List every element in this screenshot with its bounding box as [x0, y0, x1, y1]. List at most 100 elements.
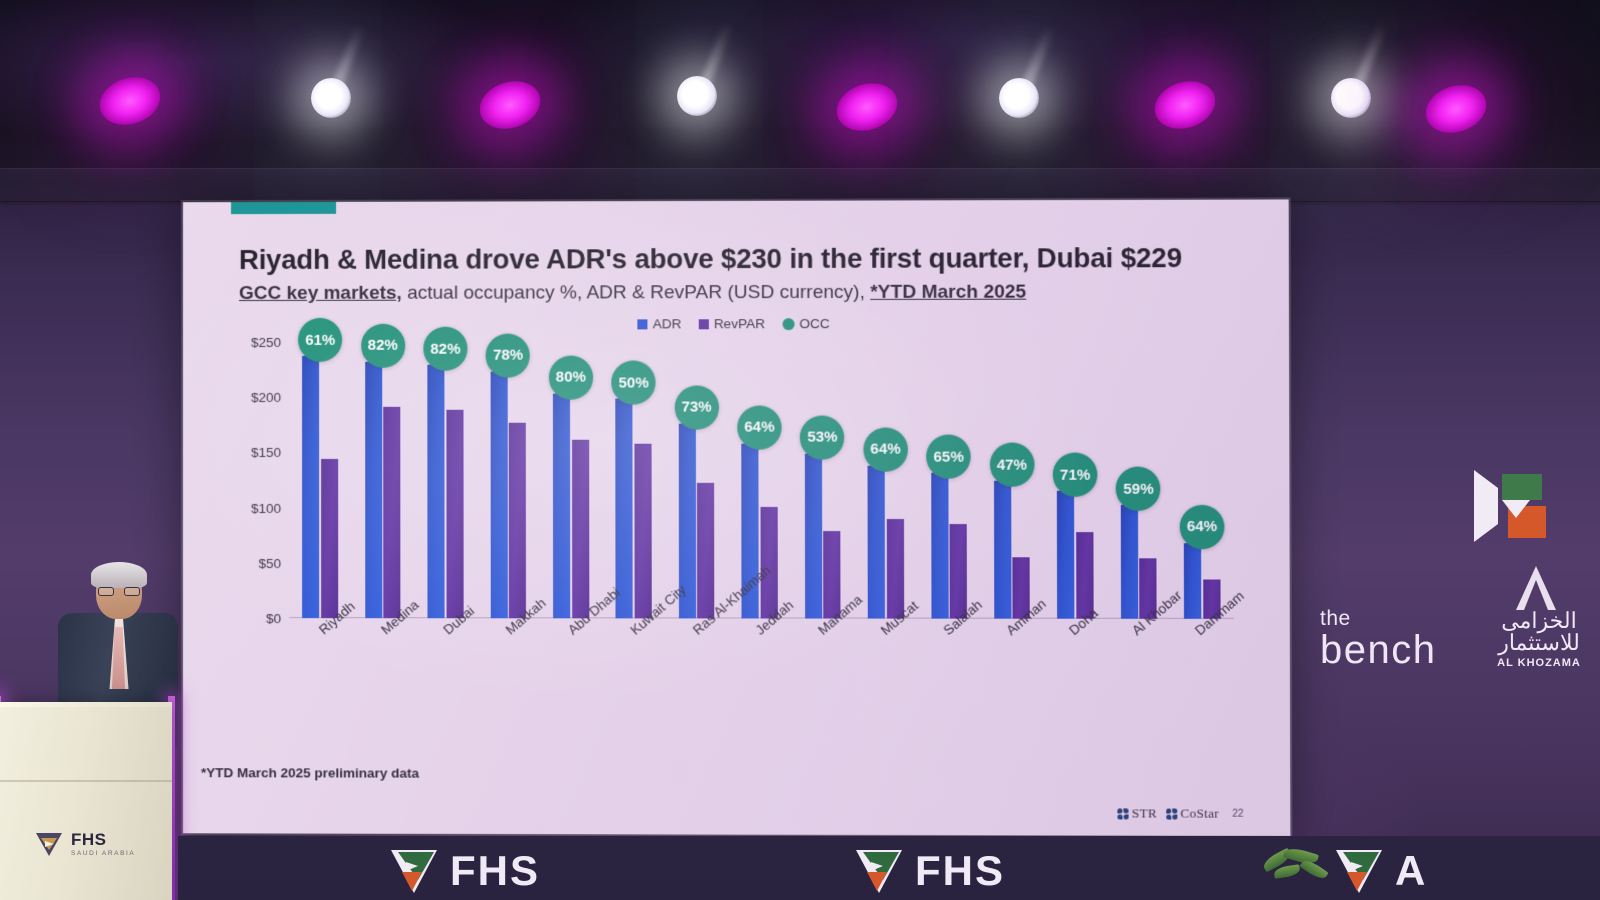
fhs-triangle-mark-icon — [853, 846, 905, 896]
banner-logo-3: A — [1333, 846, 1427, 896]
bar-adr[interactable] — [930, 473, 949, 619]
y-tick-label: $0 — [266, 610, 282, 626]
bar-adr[interactable] — [1120, 505, 1139, 619]
occ-bubble: 47% — [989, 442, 1035, 487]
podium-fhs-logo: FHS SAUDI ARABIA — [34, 830, 135, 858]
bar-adr[interactable] — [302, 356, 320, 619]
x-axis-labels: Riyadh Medina Dubai Makkah Abu Dhabi Kuwait C… — [289, 563, 1247, 718]
bar-adr[interactable] — [867, 465, 886, 619]
slide-page-number: 22 — [1232, 808, 1244, 820]
bar-revpar[interactable] — [634, 443, 652, 619]
bar-adr[interactable] — [427, 364, 445, 619]
costar-pinwheel-icon — [1166, 807, 1178, 820]
banner-fhs-logo-1: FHS — [388, 846, 540, 896]
bar-revpar[interactable] — [446, 410, 464, 619]
white-spotlight-icon — [311, 78, 351, 118]
the-bench-line1: the — [1320, 607, 1351, 630]
lighting-truss — [0, 168, 1600, 202]
sponsor-the-bench-logo: the bench — [1320, 608, 1436, 671]
banner-fhs-text-2: FHS — [915, 847, 1005, 894]
occ-bubble: 53% — [800, 415, 845, 460]
bar-group: 80% — [539, 341, 602, 619]
costar-logo: CoStar — [1166, 805, 1219, 821]
bar-group: 59% — [1106, 341, 1170, 619]
slide-subtitle-emphasis-2: *YTD March 2025 — [870, 281, 1027, 303]
str-pinwheel-icon — [1117, 807, 1129, 819]
speaker-hair — [91, 562, 147, 588]
fhs-triangle-mark-icon — [388, 846, 440, 896]
bar-revpar[interactable] — [383, 406, 401, 619]
fhs-triangle-mark-icon — [1333, 846, 1385, 896]
the-bench-line2: bench — [1320, 628, 1437, 672]
costar-logo-text: CoStar — [1180, 805, 1219, 821]
legend-item-adr: ADR — [637, 316, 682, 331]
legend-label: RevPAR — [713, 316, 765, 332]
bar-group: 64% — [1170, 341, 1234, 619]
occ-bubble: 61% — [298, 318, 343, 363]
slide-subtitle-middle: actual occupancy %, ADR & RevPAR (USD cu… — [401, 281, 871, 304]
bar-group: 61% — [289, 318, 352, 619]
banner-fhs-text-1: FHS — [450, 847, 540, 894]
bar-revpar[interactable] — [508, 422, 527, 619]
bar-adr[interactable] — [1183, 543, 1202, 619]
fhs-logo-secondary: SAUDI ARABIA — [71, 849, 136, 857]
bar-group: 82% — [414, 326, 477, 619]
bar-adr[interactable] — [553, 393, 571, 619]
occ-bubble: 80% — [548, 355, 593, 400]
occ-bubble: 82% — [360, 323, 405, 368]
white-spotlight-icon — [999, 78, 1039, 118]
white-spotlight-icon — [1331, 78, 1371, 118]
white-spotlight-icon — [677, 76, 717, 116]
bar-group: 53% — [791, 341, 854, 619]
legend-label: OCC — [799, 316, 830, 332]
legend-swatch-revpar-icon — [698, 318, 709, 329]
bar-adr[interactable] — [804, 453, 822, 619]
podium-surface — [0, 702, 172, 707]
speaker-tie — [112, 627, 125, 689]
occ-bubble: 50% — [611, 360, 656, 406]
y-tick-label: $150 — [250, 444, 282, 460]
occ-bubble: 65% — [926, 434, 971, 480]
bar-revpar[interactable] — [321, 458, 339, 619]
slide-subtitle-emphasis-1: GCC key markets, — [239, 282, 402, 305]
podium: FHS SAUDI ARABIA — [0, 702, 172, 900]
y-tick-label: $50 — [258, 555, 282, 571]
slide-subtitle: GCC key markets, actual occupancy %, ADR… — [239, 281, 1257, 305]
str-logo: STR — [1117, 805, 1157, 821]
chart-legend: ADR RevPAR OCC — [183, 315, 1289, 332]
y-tick-label: $250 — [250, 334, 282, 350]
al-khozama-arabic: الخزامى للاستثمار — [1498, 608, 1580, 655]
bar-group: 78% — [477, 333, 540, 619]
legend-swatch-occ-icon — [782, 317, 795, 330]
fhs-logo-text: FHS SAUDI ARABIA — [71, 831, 135, 858]
bar-revpar[interactable] — [571, 440, 589, 619]
occ-bubble: 64% — [863, 427, 908, 472]
occ-bubble: 71% — [1052, 452, 1098, 497]
bar-revpar[interactable] — [697, 483, 715, 619]
speaker-glasses-icon — [98, 587, 140, 596]
y-tick-label: $100 — [250, 500, 282, 516]
bar-group: 47% — [980, 341, 1044, 619]
bar-group: 73% — [665, 341, 728, 619]
bar-adr[interactable] — [615, 399, 634, 619]
sponsor-geometric-logo-icon — [1468, 466, 1560, 546]
bar-revpar[interactable] — [886, 518, 904, 619]
occ-bubble: 64% — [737, 405, 782, 450]
bar-group: 65% — [917, 341, 981, 619]
bottom-sponsor-banner: FHS FHS A — [178, 836, 1600, 900]
fhs-triangle-mark-icon — [34, 830, 64, 858]
bar-adr[interactable] — [993, 480, 1012, 619]
al-khozama-english: AL KHOZAMA — [1497, 657, 1581, 669]
occ-bubble: 59% — [1116, 467, 1161, 512]
podium-seam — [0, 780, 172, 782]
y-tick-label: $200 — [250, 389, 282, 405]
bar-adr[interactable] — [365, 361, 383, 619]
banner-fhs-logo-2: FHS — [853, 846, 1005, 896]
bar-adr[interactable] — [490, 371, 508, 619]
decorative-plant — [1222, 840, 1352, 900]
fhs-logo-primary: FHS — [71, 829, 107, 849]
bar-adr[interactable] — [1057, 490, 1075, 619]
y-axis-labels: $0 $50 $100 $150 $200 $250 — [239, 334, 285, 625]
al-khozama-mark-icon — [1506, 564, 1566, 612]
legend-item-occ: OCC — [782, 316, 830, 332]
